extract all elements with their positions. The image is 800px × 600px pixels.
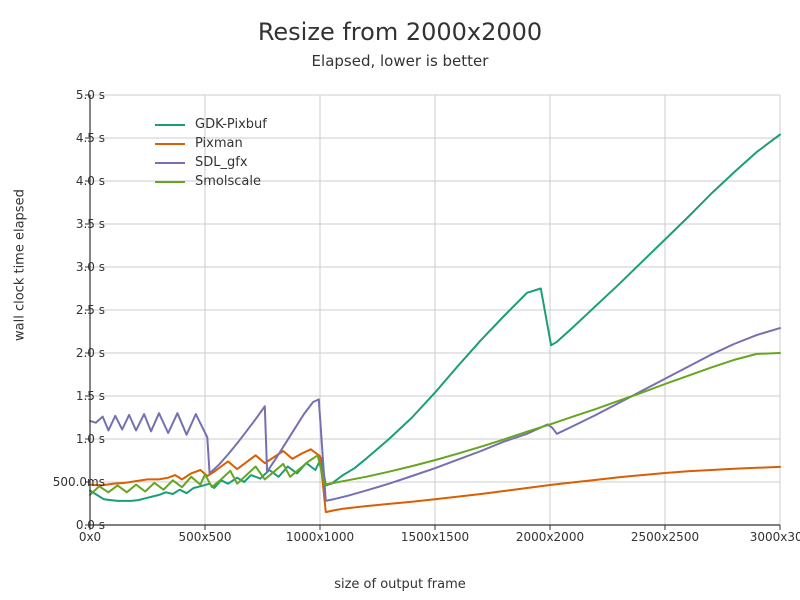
legend-label: GDK-Pixbuf [195,117,267,132]
x-tick-label: 1000x1000 [286,530,354,544]
y-tick-label: 4.0 s [76,174,105,188]
x-tick-label: 500x500 [179,530,232,544]
y-tick-label: 1.5 s [76,389,105,403]
x-axis-label: size of output frame [0,577,800,592]
legend-swatch [155,124,185,126]
chart-container: Resize from 2000x2000 Elapsed, lower is … [0,0,800,600]
x-tick-label: 0x0 [79,530,101,544]
legend-item: Smolscale [155,172,267,191]
y-tick-label: 3.5 s [76,217,105,231]
x-tick-label: 2000x2000 [516,530,584,544]
legend-item: SDL_gfx [155,153,267,172]
y-tick-label: 5.0 s [76,88,105,102]
legend-swatch [155,181,185,183]
legend-label: Smolscale [195,174,261,189]
y-axis-label: wall clock time elapsed [12,0,28,530]
x-tick-label: 2500x2500 [631,530,699,544]
chart-title: Resize from 2000x2000 [0,18,800,46]
legend-label: Pixman [195,136,243,151]
x-tick-label: 3000x300 [750,530,800,544]
y-tick-label: 2.5 s [76,303,105,317]
legend-item: Pixman [155,134,267,153]
legend-swatch [155,143,185,145]
x-tick-label: 1500x1500 [401,530,469,544]
y-tick-label: 2.0 s [76,346,105,360]
y-tick-label: 500.0ms [53,475,105,489]
legend-swatch [155,162,185,164]
y-tick-label: 1.0 s [76,432,105,446]
y-tick-label: 4.5 s [76,131,105,145]
legend-label: SDL_gfx [195,155,248,170]
chart-subtitle: Elapsed, lower is better [0,52,800,70]
legend: GDK-Pixbuf Pixman SDL_gfx Smolscale [155,115,267,191]
y-tick-label: 3.0 s [76,260,105,274]
legend-item: GDK-Pixbuf [155,115,267,134]
